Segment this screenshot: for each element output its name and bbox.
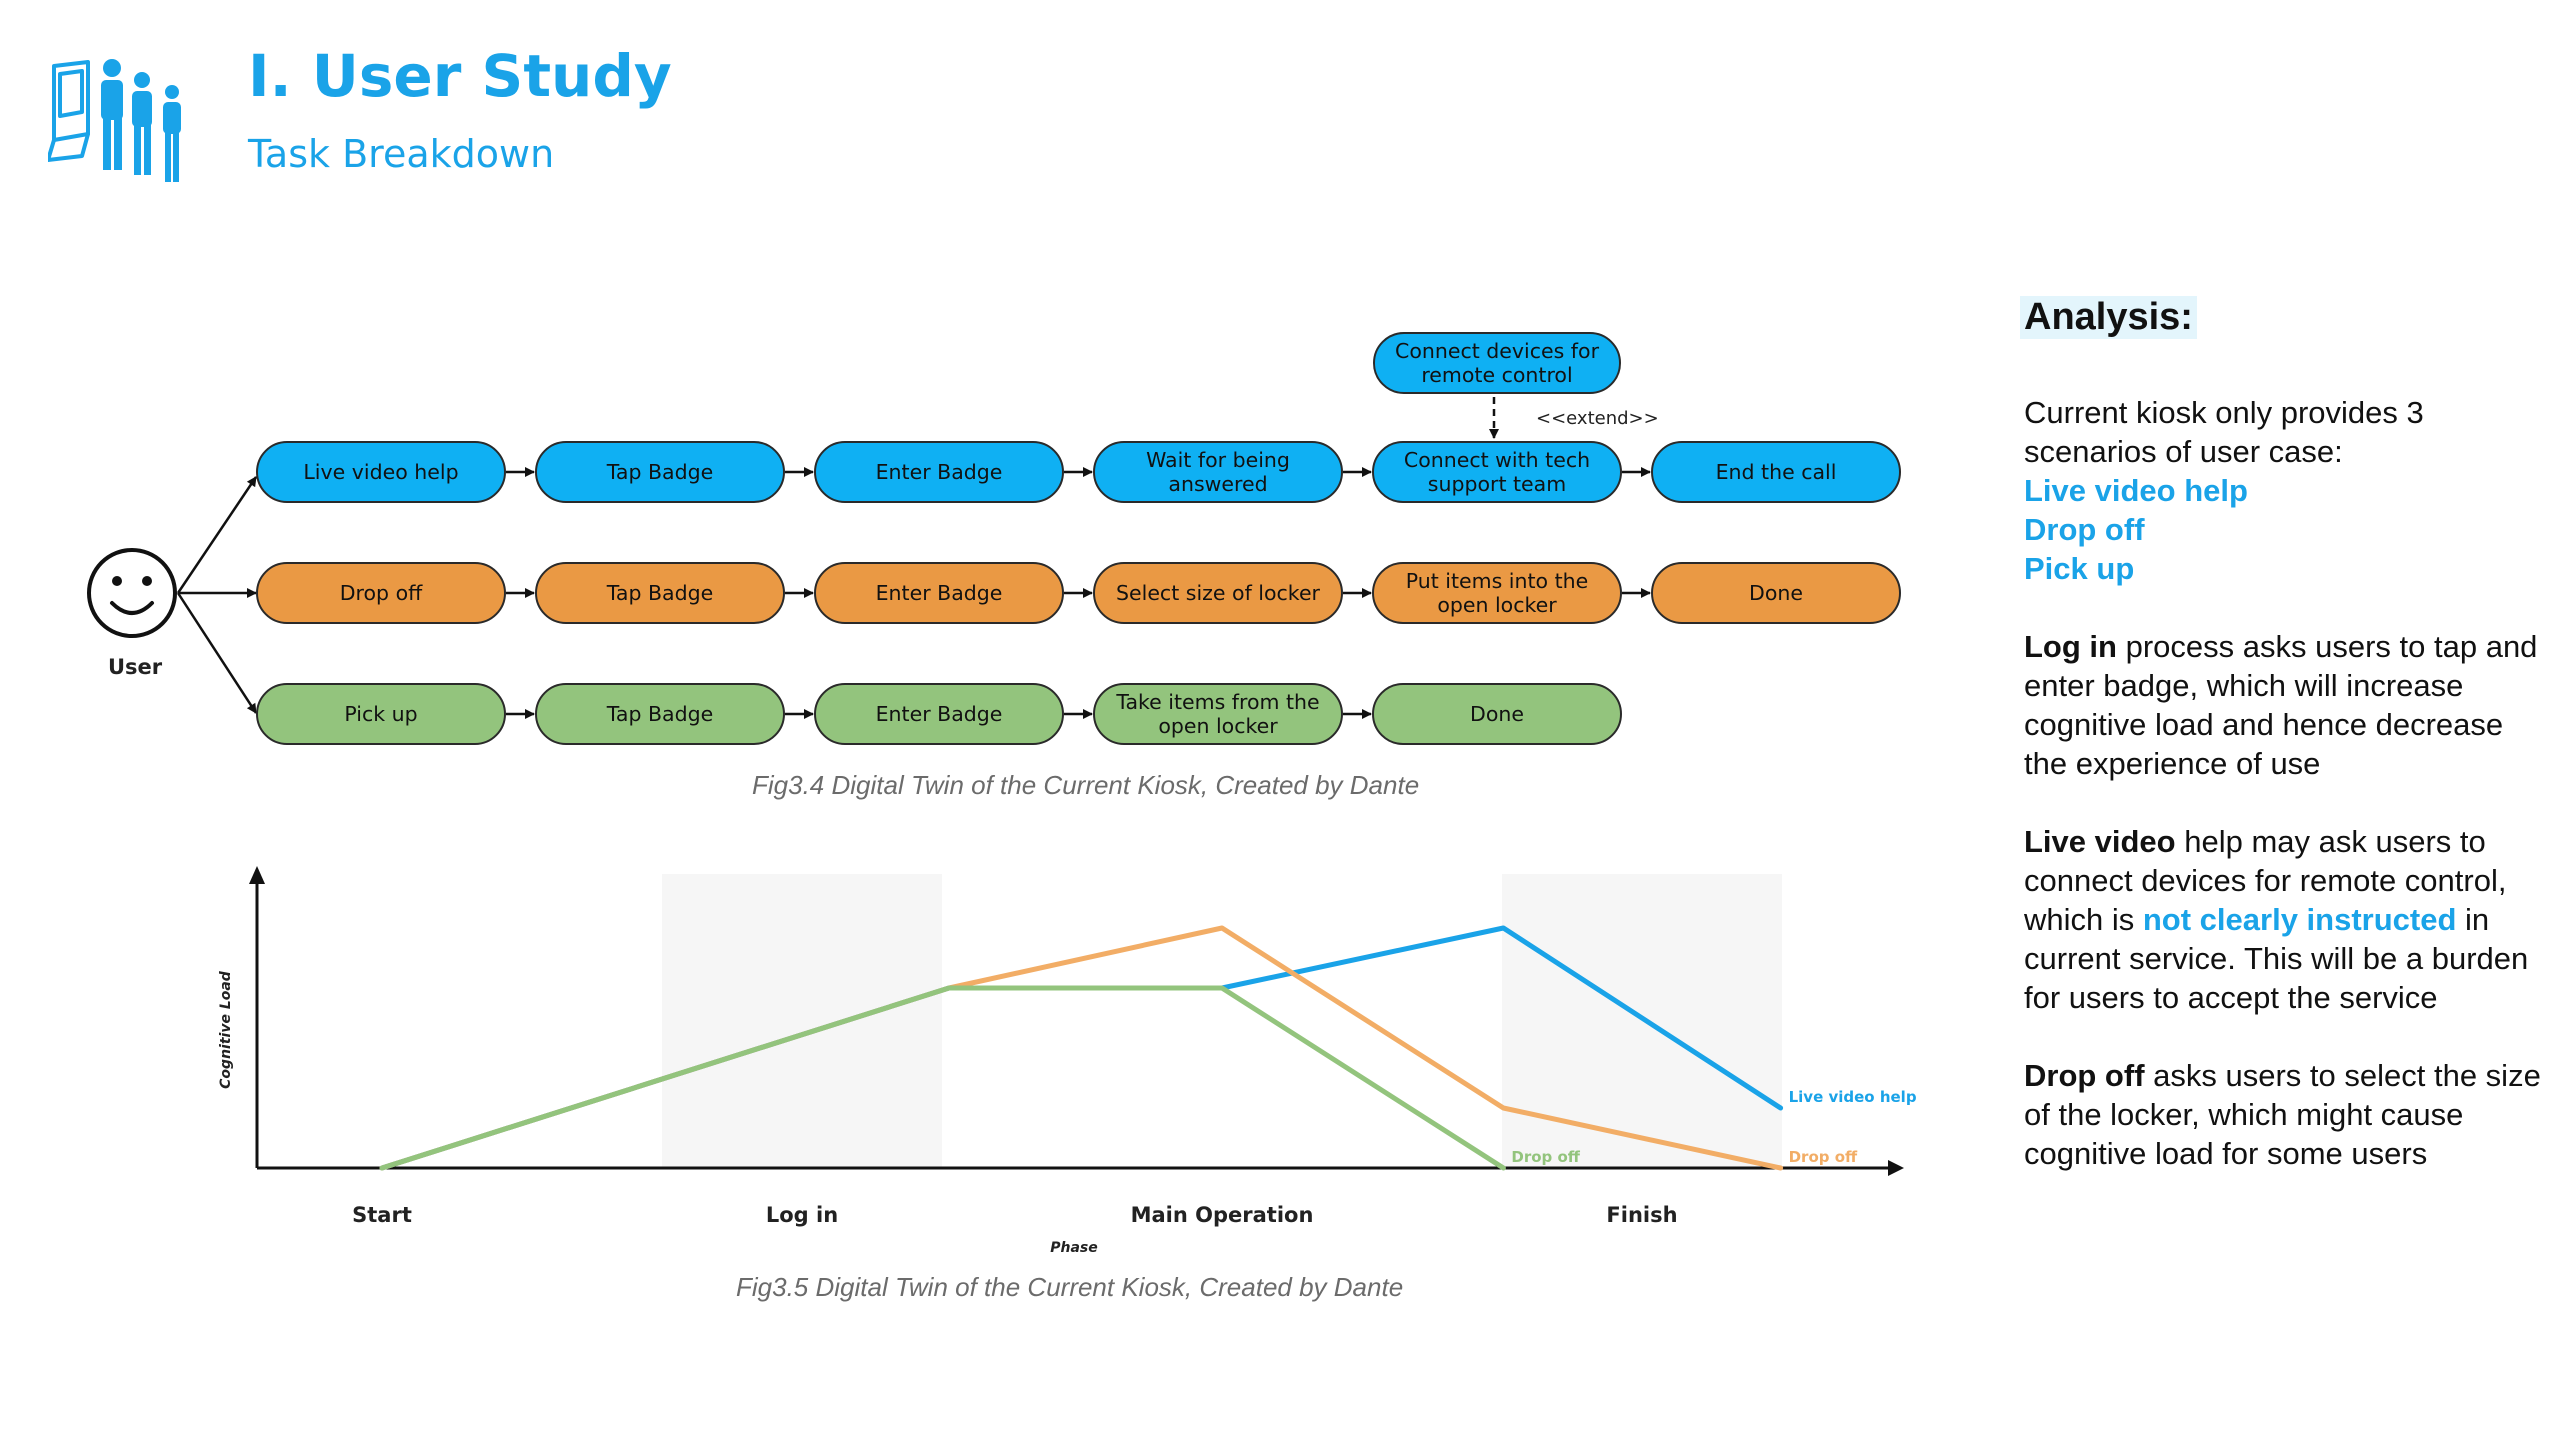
page-title: I. User Study [248, 42, 672, 110]
paragraph-text: asks users to select the size of the loc… [2024, 1058, 2541, 1171]
step-tap-badge: Tap Badge [535, 441, 785, 503]
step-end-call: End the call [1651, 441, 1901, 503]
bold-term: Drop off [2024, 1058, 2145, 1093]
x-tick-label: Finish [1606, 1203, 1677, 1227]
step-done: Done [1651, 562, 1901, 624]
cognitive-load-chart: Start Log in Main Operation Finish Phase Cogn… [218, 866, 1917, 1256]
analysis-drop-off-paragraph: Drop off asks users to select the size o… [2024, 1056, 2544, 1173]
bold-term: Live video [2024, 824, 2176, 859]
scenario-item: Live video help [2024, 473, 2248, 508]
x-tick-label: Start [352, 1203, 412, 1227]
diagram-connectors [87, 385, 1651, 719]
step-take-items: Take items from the open locker [1093, 683, 1343, 745]
phase-band [662, 874, 942, 1168]
paragraph-text: help may ask users to connect devices fo… [2024, 824, 2507, 937]
step-connect-tech-support: Connect with tech support team [1372, 441, 1622, 503]
scenario-item: Drop off [2024, 512, 2145, 547]
analysis-heading: Analysis: [2020, 296, 2197, 339]
step-enter-badge: Enter Badge [814, 562, 1064, 624]
step-tap-badge: Tap Badge [535, 562, 785, 624]
series-label: Drop off [1511, 1148, 1580, 1166]
extend-label: <<extend>> [1536, 408, 1659, 429]
analysis-panel: Analysis: Current kiosk only provides 3 … [2020, 296, 2544, 1173]
scenario-item: Pick up [2024, 551, 2135, 586]
step-live-video-help: Live video help [256, 441, 506, 503]
x-axis-label: Phase [1050, 1240, 1098, 1256]
highlighted-text: not clearly instructed [2142, 902, 2457, 937]
paragraph-text: in current service. This will be a burde… [2024, 902, 2529, 1015]
x-tick-label: Main Operation [1131, 1203, 1314, 1227]
y-axis-label: Cognitive Load [218, 970, 234, 1089]
actor-label: User [108, 655, 163, 679]
analysis-intro: Current kiosk only provides 3 scenarios … [2024, 395, 2424, 469]
paragraph-text: process asks users to tap and enter badg… [2024, 629, 2538, 781]
series-label: Drop off [1789, 1148, 1858, 1166]
figure-caption: Fig3.4 Digital Twin of the Current Kiosk… [752, 770, 1420, 800]
page-subtitle: Task Breakdown [248, 132, 555, 176]
step-wait-answered: Wait for being answered [1093, 441, 1343, 503]
step-enter-badge: Enter Badge [814, 683, 1064, 745]
series-line [379, 985, 1506, 1171]
phase-band [1502, 874, 1782, 1168]
figure-caption: Fig3.5 Digital Twin of the Current Kiosk… [736, 1272, 1404, 1302]
smiley-face-icon [87, 548, 177, 638]
analysis-login-paragraph: Log in process asks users to tap and ent… [2024, 627, 2544, 783]
step-connect-devices: Connect devices for remote control [1373, 332, 1621, 394]
analysis-live-video-paragraph: Live video help may ask users to connect… [2024, 822, 2544, 1017]
y-axis-arrow [249, 866, 265, 884]
kiosk-users-icon [48, 59, 181, 182]
x-tick-label: Log in [766, 1203, 838, 1227]
x-axis-arrow [1888, 1160, 1904, 1176]
step-done: Done [1372, 683, 1622, 745]
step-select-locker-size: Select size of locker [1093, 562, 1343, 624]
step-tap-badge: Tap Badge [535, 683, 785, 745]
series-label: Live video help [1789, 1088, 1917, 1106]
step-enter-badge: Enter Badge [814, 441, 1064, 503]
step-put-items: Put items into the open locker [1372, 562, 1622, 624]
bold-term: Log in [2024, 629, 2117, 664]
step-pick-up: Pick up [256, 683, 506, 745]
step-drop-off: Drop off [256, 562, 506, 624]
use-case-diagram: User Connect devices for remote control … [70, 320, 1910, 780]
